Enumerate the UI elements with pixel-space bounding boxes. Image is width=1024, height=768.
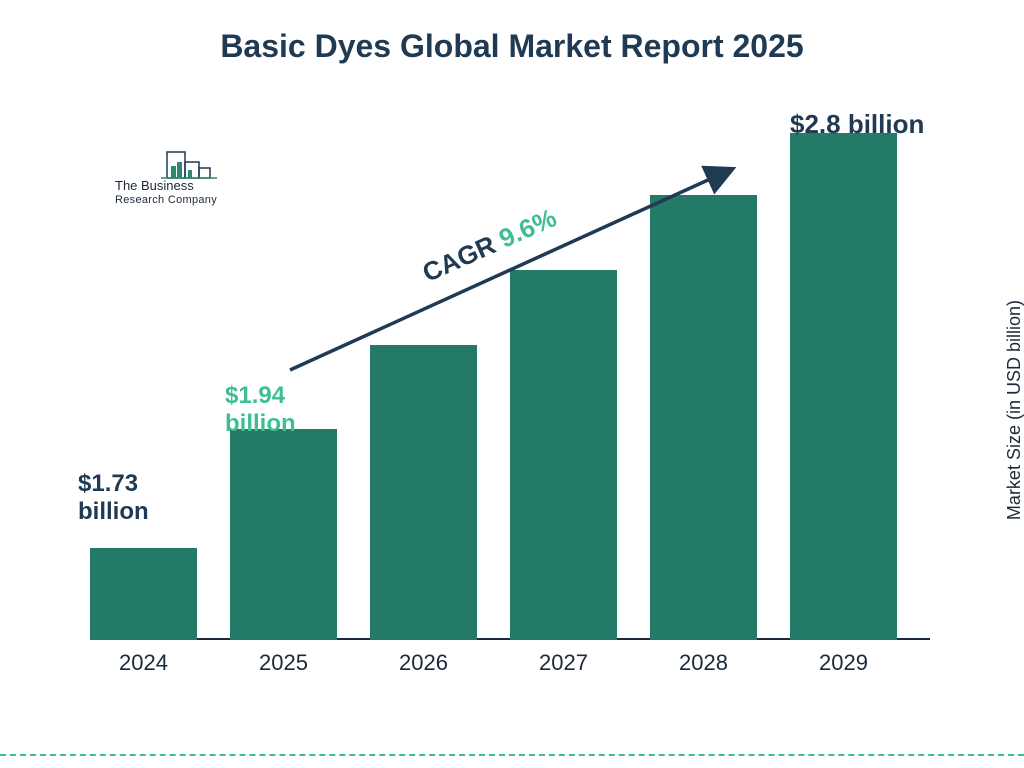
- bar-group: 2027: [510, 270, 617, 640]
- x-axis-label: 2025: [230, 650, 337, 676]
- bar-group: 2026: [370, 345, 477, 640]
- bar: [650, 195, 757, 640]
- bar-group: 2024: [90, 548, 197, 640]
- bar: [790, 133, 897, 640]
- x-axis-label: 2028: [650, 650, 757, 676]
- y-axis-label: Market Size (in USD billion): [1004, 300, 1024, 520]
- x-axis-label: 2026: [370, 650, 477, 676]
- x-axis-label: 2029: [790, 650, 897, 676]
- report-container: Basic Dyes Global Market Report 2025 The…: [0, 0, 1024, 768]
- value-label: $2.8 billion: [790, 110, 930, 140]
- bar: [510, 270, 617, 640]
- bar: [90, 548, 197, 640]
- bar-group: 2028: [650, 195, 757, 640]
- value-label: $1.94billion: [225, 382, 365, 437]
- footer-dashed-line: [0, 754, 1024, 756]
- chart-title: Basic Dyes Global Market Report 2025: [0, 28, 1024, 65]
- x-axis-label: 2027: [510, 650, 617, 676]
- x-axis-label: 2024: [90, 650, 197, 676]
- bar: [370, 345, 477, 640]
- bar-group: 2025: [230, 429, 337, 640]
- bar: [230, 429, 337, 640]
- bars-area: 2024 2025 2026 2027 2028 2029: [90, 120, 920, 640]
- bar-chart: 2024 2025 2026 2027 2028 2029: [90, 120, 920, 680]
- bar-group: 2029: [790, 133, 897, 640]
- value-label: $1.73billion: [78, 470, 218, 525]
